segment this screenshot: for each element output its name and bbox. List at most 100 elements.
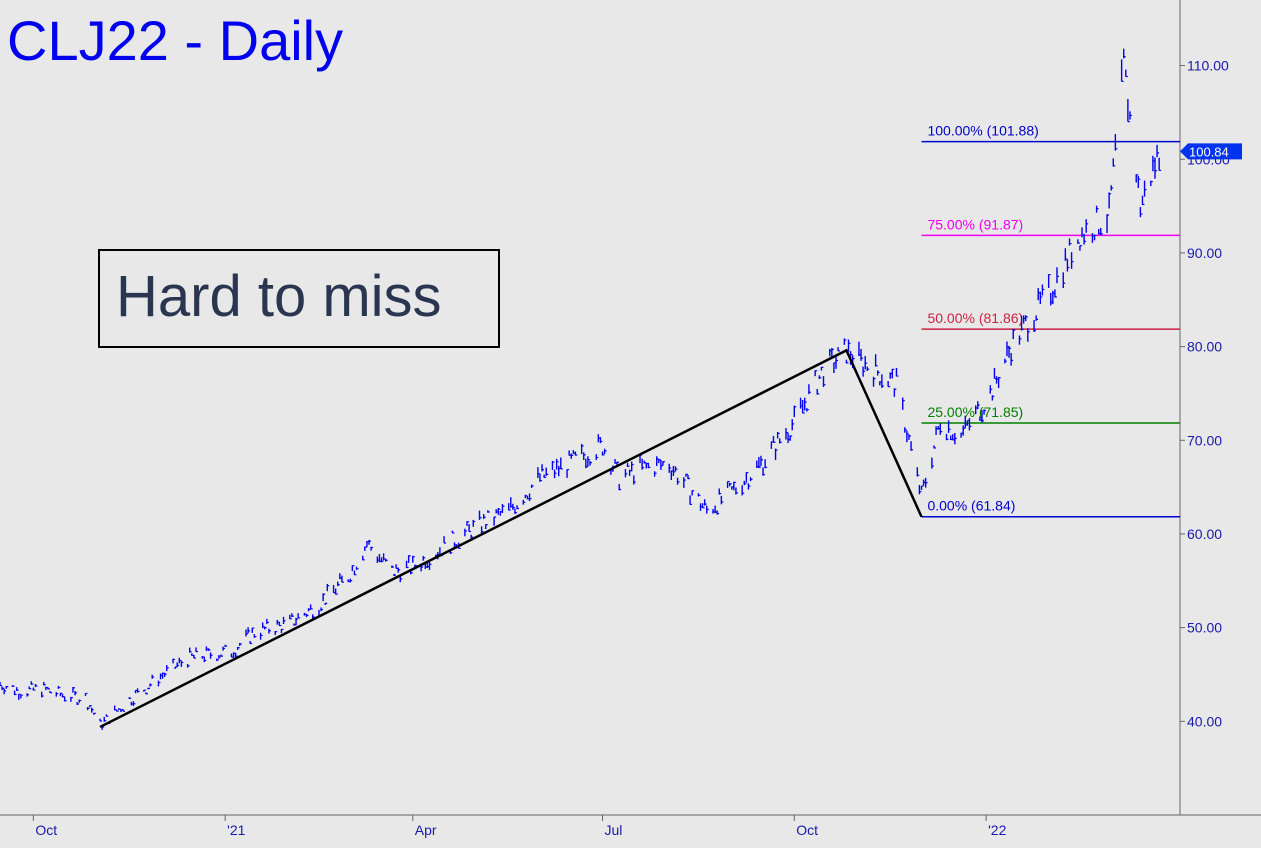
price-bar (983, 409, 987, 415)
price-bar (289, 614, 292, 620)
price-bar (580, 443, 584, 455)
price-bar (587, 456, 590, 467)
price-bar (741, 485, 745, 496)
price-bar (877, 370, 880, 376)
price-bar (362, 555, 365, 561)
price-bar (662, 461, 665, 466)
price-bars (0, 48, 1162, 730)
price-bar (249, 640, 253, 645)
price-bar (1085, 219, 1089, 233)
price-bar (774, 448, 778, 461)
price-bar (977, 401, 980, 410)
price-bar (904, 427, 907, 433)
price-bar (656, 456, 659, 466)
price-bar (806, 408, 809, 412)
price-bar (1020, 315, 1024, 331)
price-bar (643, 460, 647, 464)
price-bar (789, 435, 793, 441)
y-tick-label-0: 40.00 (1187, 713, 1222, 729)
trendlines (99, 348, 923, 729)
price-bar (762, 467, 766, 476)
price-bar (88, 705, 92, 708)
price-bar (624, 469, 628, 478)
price-bar (553, 469, 557, 479)
price-bar (814, 370, 818, 377)
price-bar (1083, 233, 1087, 245)
price-bar (234, 652, 238, 658)
x-tick-label-5: '22 (988, 822, 1006, 838)
price-bar (676, 477, 680, 485)
price-bar (1070, 252, 1074, 269)
price-bar (660, 459, 663, 470)
price-bar (1135, 174, 1139, 183)
price-bar (837, 347, 841, 352)
price-bar (1100, 227, 1103, 236)
price-bar (566, 469, 570, 478)
price-bar (320, 607, 324, 612)
price-bar (989, 385, 993, 394)
price-bar (931, 457, 934, 469)
price-bar (11, 685, 15, 688)
price-bar (630, 461, 634, 472)
price-bar (218, 655, 221, 659)
price-bar (74, 691, 78, 696)
price-bar (224, 644, 228, 647)
price-bar (143, 689, 146, 692)
price-bar (1154, 157, 1157, 179)
x-tick-label-4: Oct (796, 822, 818, 838)
price-bar (537, 467, 540, 479)
price-bar (585, 458, 588, 469)
price-bar (18, 693, 21, 700)
price-bar (30, 681, 34, 685)
price-bar (908, 434, 911, 440)
price-bar (697, 493, 701, 497)
price-bar (147, 687, 151, 690)
price-bar (820, 366, 824, 371)
price-bar (954, 433, 957, 445)
price-bar (672, 466, 676, 477)
price-bar (364, 546, 367, 551)
price-bar (478, 510, 482, 520)
price-bar (32, 687, 36, 691)
price-bar (239, 642, 242, 646)
last-price-label: 100.84 (1189, 144, 1229, 159)
price-bar (487, 510, 490, 513)
price-bar (220, 654, 223, 657)
price-bar (136, 688, 140, 693)
price-bar (1033, 320, 1037, 332)
price-bar (209, 652, 213, 659)
price-bar (172, 658, 176, 664)
price-bar (1150, 180, 1153, 187)
price-bar (779, 438, 782, 444)
price-bar (236, 646, 240, 650)
price-bar (393, 573, 397, 576)
price-bar (28, 686, 32, 690)
price-bar (61, 694, 65, 698)
price-bar (831, 347, 834, 358)
price-bar (93, 712, 96, 715)
price-bar (847, 339, 851, 352)
price-bar (253, 634, 257, 638)
price-bar (1143, 180, 1147, 197)
price-bar (555, 458, 559, 470)
price-bar (543, 474, 547, 478)
price-bar (295, 617, 299, 626)
price-bar (391, 565, 394, 568)
price-bar (997, 376, 1001, 389)
price-bar (512, 503, 515, 510)
price-bar (818, 375, 822, 379)
price-bar (1108, 192, 1112, 209)
price-bar (616, 461, 620, 466)
price-bar (57, 685, 61, 689)
price-bar (1056, 267, 1059, 284)
x-tick-label-2: Apr (415, 822, 437, 838)
price-bar (99, 718, 103, 722)
price-bar (745, 471, 749, 483)
price-bar (1106, 214, 1110, 234)
price-bar (297, 613, 301, 619)
price-bar (384, 558, 388, 562)
price-bar (522, 499, 526, 505)
price-bar (516, 505, 520, 510)
price-bar (70, 696, 73, 702)
